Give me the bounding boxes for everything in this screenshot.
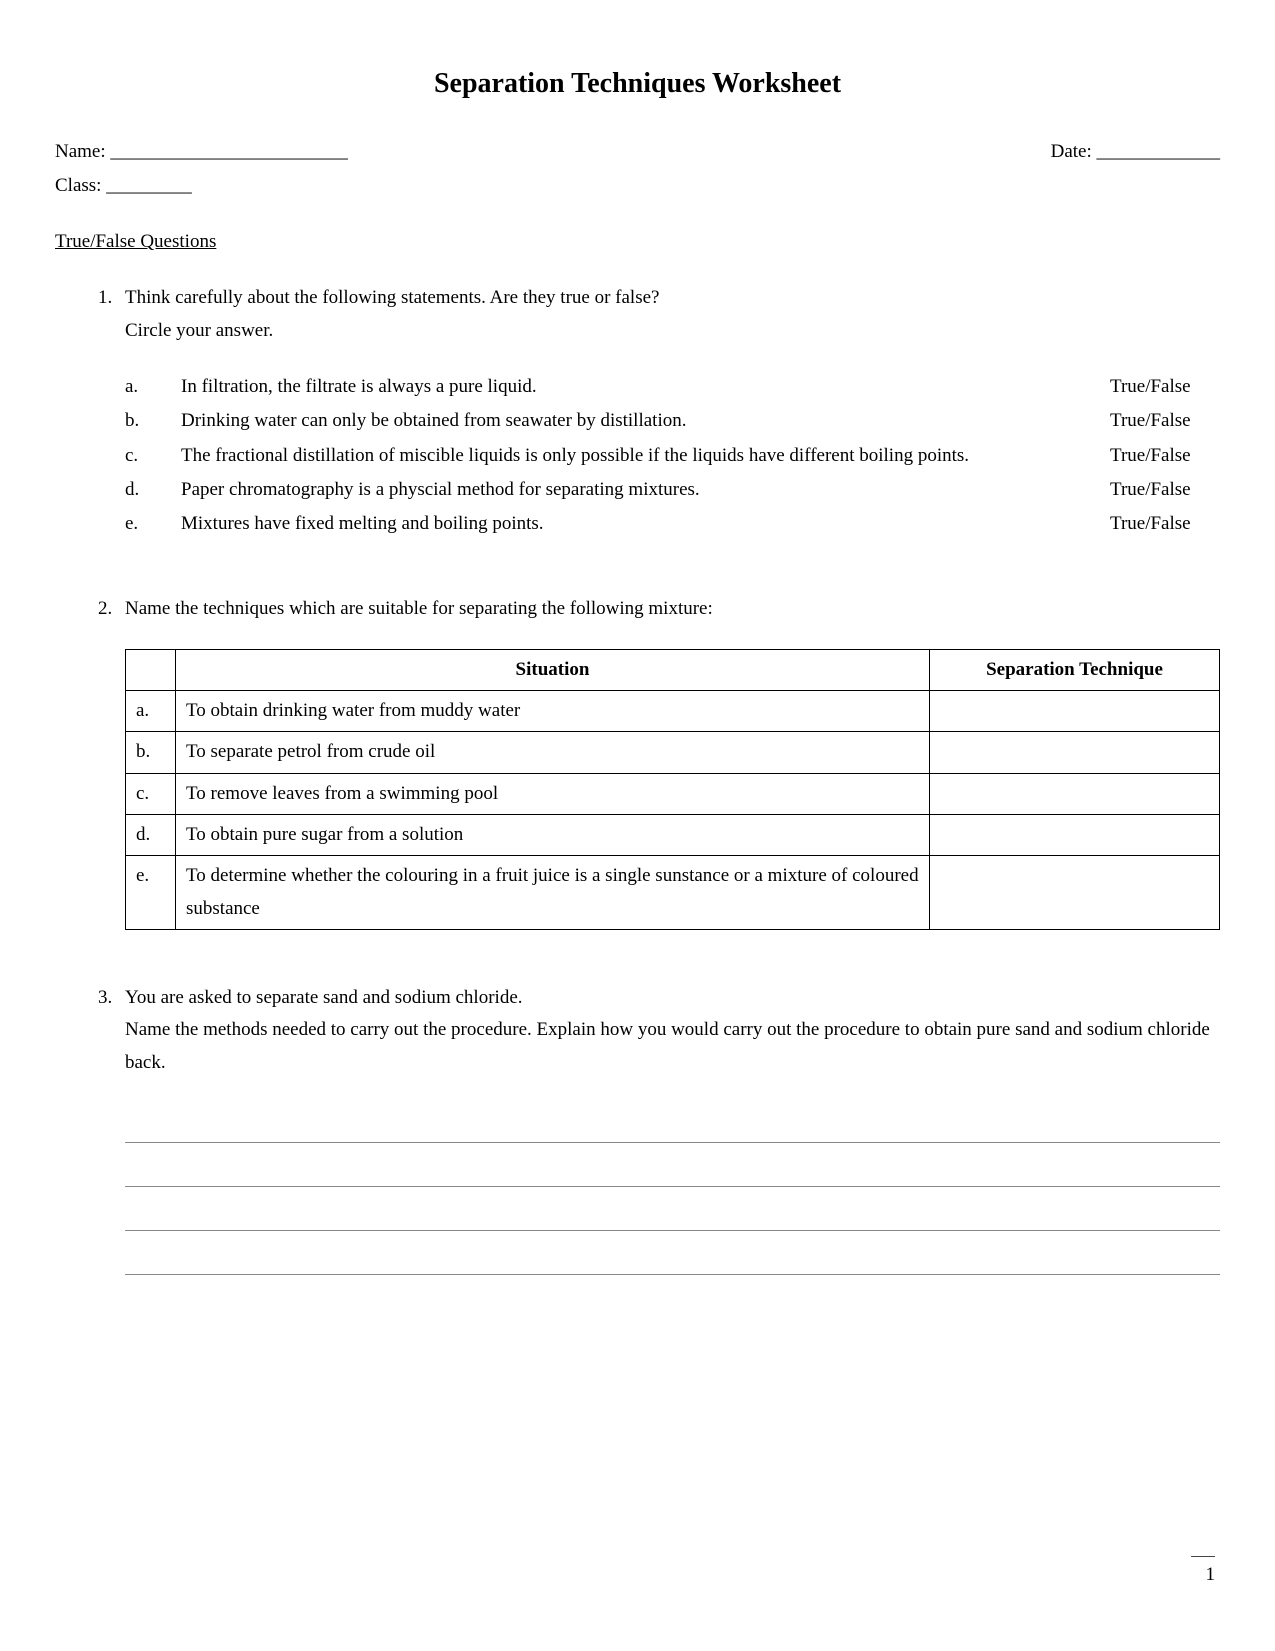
page-title: Separation Techniques Worksheet [55, 60, 1220, 108]
table-row: b. To separate petrol from crude oil [126, 732, 1220, 773]
q2-row-answer[interactable] [930, 691, 1220, 732]
q2-row-letter: c. [126, 773, 176, 814]
question-3: You are asked to separate sand and sodiu… [117, 982, 1220, 1275]
q1-item: c. The fractional distillation of miscib… [125, 440, 1220, 472]
q2-row-answer[interactable] [930, 856, 1220, 930]
q1-item-letter: d. [125, 474, 181, 506]
table-row: a. To obtain drinking water from muddy w… [126, 691, 1220, 732]
true-false-choice[interactable]: True/False [1110, 508, 1220, 540]
q1-item-text: Drinking water can only be obtained from… [181, 405, 1110, 437]
q2-table: Situation Separation Technique a. To obt… [125, 649, 1220, 930]
q1-item-text: The fractional distillation of miscible … [181, 440, 1110, 472]
q1-item-text: In filtration, the filtrate is always a … [181, 371, 1110, 403]
q1-item: d. Paper chromatography is a physcial me… [125, 474, 1220, 506]
q1-items: a. In filtration, the filtrate is always… [125, 371, 1220, 540]
q2-row-situation: To separate petrol from crude oil [176, 732, 930, 773]
q1-prompt-line2: Circle your answer. [125, 315, 1220, 347]
q1-item-text: Paper chromatography is a physcial metho… [181, 474, 1110, 506]
q2-row-answer[interactable] [930, 732, 1220, 773]
true-false-choice[interactable]: True/False [1110, 474, 1220, 506]
true-false-choice[interactable]: True/False [1110, 371, 1220, 403]
section-heading-tf: True/False Questions [55, 226, 1220, 258]
q2-row-situation: To remove leaves from a swimming pool [176, 773, 930, 814]
q1-item-letter: c. [125, 440, 181, 472]
table-row: c. To remove leaves from a swimming pool [126, 773, 1220, 814]
q2-row-situation: To obtain drinking water from muddy wate… [176, 691, 930, 732]
q2-row-answer[interactable] [930, 815, 1220, 856]
q2-prompt: Name the techniques which are suitable f… [125, 593, 1220, 625]
q1-item-letter: e. [125, 508, 181, 540]
table-row: e. To determine whether the colouring in… [126, 856, 1220, 930]
header-row: Name: _________________________ Date: __… [55, 136, 1220, 168]
q2-row-answer[interactable] [930, 773, 1220, 814]
true-false-choice[interactable]: True/False [1110, 405, 1220, 437]
table-row: d. To obtain pure sugar from a solution [126, 815, 1220, 856]
q3-line1: You are asked to separate sand and sodiu… [125, 982, 1220, 1014]
class-field[interactable]: Class: _________ [55, 170, 1220, 202]
q1-item: b. Drinking water can only be obtained f… [125, 405, 1220, 437]
q2-row-situation: To determine whether the colouring in a … [176, 856, 930, 930]
name-field[interactable]: Name: _________________________ [55, 136, 348, 168]
page-number: 1 [1191, 1556, 1215, 1591]
q2-header-situation: Situation [176, 649, 930, 690]
date-field[interactable]: Date: _____________ [1051, 136, 1220, 168]
q1-item: a. In filtration, the filtrate is always… [125, 371, 1220, 403]
q2-row-letter: d. [126, 815, 176, 856]
q2-row-letter: e. [126, 856, 176, 930]
q2-row-letter: b. [126, 732, 176, 773]
answer-line [125, 1241, 1220, 1275]
answer-line [125, 1197, 1220, 1231]
q2-row-situation: To obtain pure sugar from a solution [176, 815, 930, 856]
q3-line2: Name the methods needed to carry out the… [125, 1014, 1220, 1079]
q1-item: e. Mixtures have fixed melting and boili… [125, 508, 1220, 540]
answer-line [125, 1153, 1220, 1187]
q2-row-letter: a. [126, 691, 176, 732]
answer-line [125, 1109, 1220, 1143]
q1-item-text: Mixtures have fixed melting and boiling … [181, 508, 1110, 540]
q1-item-letter: a. [125, 371, 181, 403]
q3-answer-area[interactable] [125, 1109, 1220, 1275]
question-1: Think carefully about the following stat… [117, 282, 1220, 540]
true-false-choice[interactable]: True/False [1110, 440, 1220, 472]
q2-header-technique: Separation Technique [930, 649, 1220, 690]
question-2: Name the techniques which are suitable f… [117, 593, 1220, 930]
question-list: Think carefully about the following stat… [55, 282, 1220, 1274]
q2-header-blank [126, 649, 176, 690]
q1-prompt-line1: Think carefully about the following stat… [125, 282, 1220, 314]
q1-item-letter: b. [125, 405, 181, 437]
